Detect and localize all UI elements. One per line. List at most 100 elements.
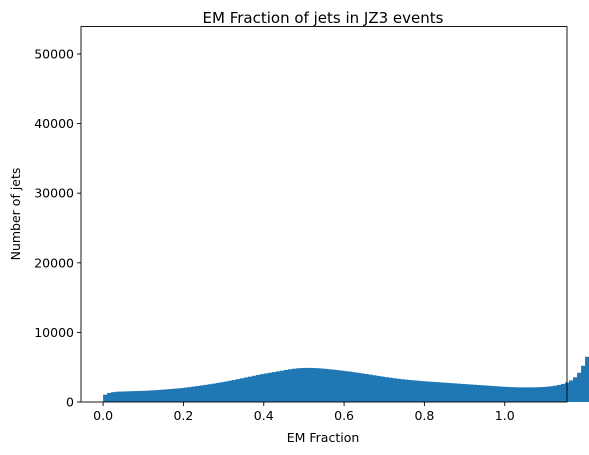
histogram-bar [223,381,229,402]
histogram-bar [544,386,550,402]
histogram-bar [103,394,108,402]
histogram-bar [139,390,144,402]
histogram-bar [468,384,474,402]
histogram-bar [195,385,200,402]
histogram-bar [392,378,397,402]
histogram-bar [412,380,417,402]
histogram-bar [215,382,220,402]
y-axis-ticks: 0 10000 20000 30000 40000 50000 [34,46,81,410]
x-axis-ticks: 0.0 0.2 0.4 0.6 0.8 1.0 [93,402,515,423]
chart-title: EM Fraction of jets in JZ3 events [203,9,444,27]
histogram-bar [372,375,377,402]
histogram-bar [155,390,160,402]
histogram-bar [131,391,136,402]
histogram-bar [207,384,212,402]
x-tick-label: 0.8 [414,408,434,423]
histogram-bar [444,382,449,402]
histogram-bar [556,384,562,402]
histogram-bar [271,372,277,402]
y-tick-label: 50000 [34,46,74,61]
histogram-bar [175,388,180,402]
histogram-bar [283,369,289,402]
histogram-bar [251,375,257,402]
histogram-bar [352,372,357,402]
histogram-bar [123,391,128,402]
histogram-bar [508,387,514,402]
histogram-bar [360,373,365,402]
histogram-bar [287,369,293,402]
histogram-bar [504,386,510,402]
histogram-bar [307,367,313,402]
x-tick-label: 0.6 [334,408,354,423]
histogram-bar [528,387,534,402]
x-tick-label: 0.2 [173,408,193,423]
histogram-bar [356,372,361,402]
histogram-bar [239,378,245,402]
histogram-bar [291,368,297,402]
histogram-bar [191,386,196,402]
histogram-bar [384,377,389,402]
histogram-bar [472,384,478,402]
histogram-bar [255,374,261,402]
histogram-bar [404,379,409,402]
histogram-bar [460,383,465,402]
histogram-bar [324,368,329,402]
histogram-bar [585,356,589,402]
histogram-bar [311,368,317,402]
histogram-bar [303,367,309,402]
histogram-bar [127,391,132,402]
histogram-bar [219,382,224,402]
histogram-bar [263,373,269,402]
histogram-bar [516,387,522,402]
histogram-bar [536,387,542,402]
histogram-bar [231,380,237,402]
histogram-bar [187,387,192,402]
histogram-bar [319,368,325,402]
histogram-bar [211,383,216,402]
y-tick-label: 20000 [34,255,74,270]
histogram-bar [368,374,373,402]
histogram-bar [143,390,148,402]
histogram-bar [408,380,413,402]
histogram-bar [512,387,518,402]
histogram-bar [552,385,558,402]
histogram-bar [348,371,353,402]
histogram-bar [500,386,506,402]
y-tick-label: 30000 [34,186,74,201]
histogram-bar [464,384,469,402]
histogram-bar [344,371,349,402]
y-tick-label: 0 [66,395,74,410]
histogram-bar [199,385,204,402]
histogram-bar [203,384,208,402]
x-tick-label: 1.0 [495,408,515,423]
histogram-bar [496,386,502,402]
y-tick-label: 10000 [34,325,74,340]
histogram-bar [440,382,445,402]
histogram-bar [532,387,538,402]
histogram-bar [295,368,301,402]
histogram-bar [581,365,586,402]
histogram-bar [432,381,437,402]
histogram-bar [107,392,112,402]
histogram-bar [115,391,120,402]
histogram-bar [484,385,490,402]
histogram-bar [428,381,433,402]
histogram-bar [163,389,168,402]
histogram-bar [420,381,425,402]
histogram-bar [147,390,152,402]
y-axis-label: Number of jets [8,168,23,261]
histogram-bar [400,379,405,402]
x-tick-label: 0.4 [254,408,274,423]
histogram-bar [488,385,494,402]
y-tick-label: 40000 [34,116,74,131]
histogram-bar [275,371,281,402]
histogram-bar [396,378,401,402]
histogram-bar [267,372,273,402]
histogram-bar [364,374,369,402]
histogram-bar [111,392,116,402]
histogram-bar [135,391,140,402]
histogram-bars [103,356,589,402]
histogram-bar [540,386,546,402]
histogram-bar [380,376,385,402]
